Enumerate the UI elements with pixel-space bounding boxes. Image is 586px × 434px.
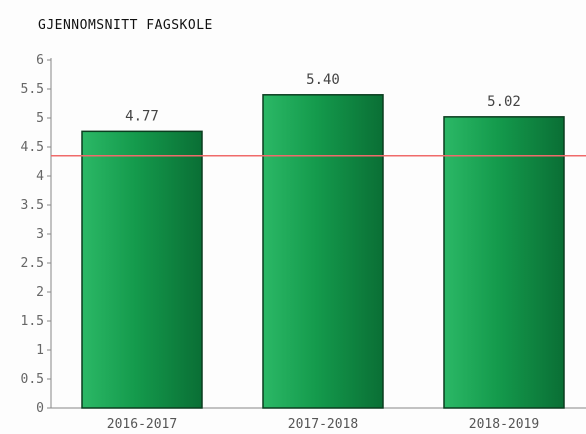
chart-title: GJENNOMSNITT FAGSKOLE bbox=[38, 18, 213, 33]
y-tick-label: 4.5 bbox=[21, 140, 44, 155]
bar-value-label: 5.40 bbox=[306, 72, 340, 88]
y-tick-label: 1.5 bbox=[21, 314, 44, 329]
bar bbox=[81, 130, 203, 409]
y-tick-label: 5.5 bbox=[21, 82, 44, 97]
y-tick-label: 3.5 bbox=[21, 198, 44, 213]
bar bbox=[262, 94, 384, 409]
y-tick-label: 4 bbox=[36, 169, 44, 184]
y-tick-label: 6 bbox=[36, 53, 44, 68]
y-tick-label: 5 bbox=[36, 111, 44, 126]
bar-value-label: 5.02 bbox=[487, 94, 521, 110]
y-tick-label: 0.5 bbox=[21, 372, 44, 387]
bar-value-label: 4.77 bbox=[125, 108, 159, 124]
y-tick-label: 2.5 bbox=[21, 256, 44, 271]
y-tick-label: 0 bbox=[36, 401, 44, 416]
y-tick-label: 3 bbox=[36, 227, 44, 242]
x-category-label: 2016-2017 bbox=[107, 417, 177, 432]
x-category-label: 2017-2018 bbox=[288, 417, 358, 432]
plot-area: 0 0.5 1 1.5 2 2.5 3 3.5 4 4.5 5 5.5 6 4.77 2016-2017 5.… bbox=[21, 53, 586, 432]
x-category-label: 2018-2019 bbox=[469, 417, 539, 432]
y-tick-label: 1 bbox=[36, 343, 44, 358]
bar bbox=[443, 116, 565, 409]
y-tick-label: 2 bbox=[36, 285, 44, 300]
